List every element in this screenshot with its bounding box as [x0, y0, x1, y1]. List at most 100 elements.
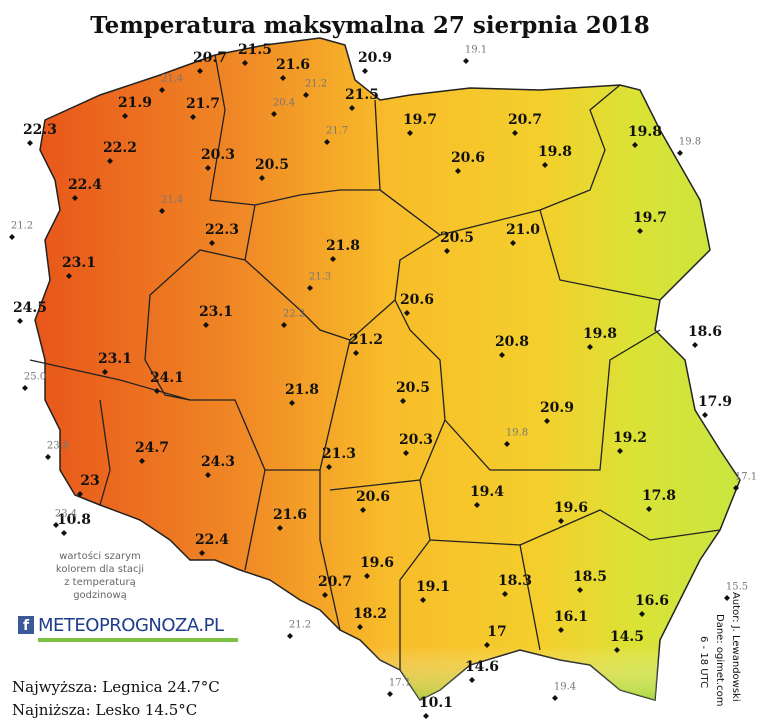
station-dot [733, 485, 739, 491]
station-dot [587, 344, 593, 350]
station-dot [277, 525, 283, 531]
temperature-label: 21.8 [285, 382, 319, 398]
station-dot [469, 677, 475, 683]
mountain-shade [60, 430, 740, 700]
station-dot [404, 310, 410, 316]
station-dot [122, 113, 128, 119]
temperature-label: 20.7 [193, 50, 227, 66]
temperature-label: 23.1 [199, 304, 233, 320]
hourly-temperature-label: 21.4 [161, 195, 183, 206]
station-dot [102, 369, 108, 375]
temperature-label: 24.5 [13, 300, 47, 316]
temperature-label: 22.4 [68, 177, 102, 193]
temperature-label: 18.2 [353, 606, 387, 622]
station-dot [330, 256, 336, 262]
temperature-label: 21.5 [238, 42, 272, 58]
station-dot [159, 87, 165, 93]
station-dot [159, 208, 165, 214]
station-dot [474, 502, 480, 508]
station-dot [324, 139, 330, 145]
temperature-label: 20.6 [451, 150, 485, 166]
station-dot [614, 647, 620, 653]
temperature-label: 21.9 [118, 95, 152, 111]
station-dot [287, 633, 293, 639]
temperature-label: 20.3 [399, 432, 433, 448]
station-dot [702, 412, 708, 418]
temperature-label: 16.1 [554, 609, 588, 625]
station-dot [281, 322, 287, 328]
temperature-label: 22.3 [205, 222, 239, 238]
station-dot [77, 491, 83, 497]
temperature-label: 20.5 [255, 157, 289, 173]
temperature-label: 19.6 [360, 555, 394, 571]
temperature-label: 24.1 [150, 370, 184, 386]
station-dot [22, 385, 28, 391]
station-dot [205, 472, 211, 478]
station-dot [9, 234, 15, 240]
temperature-label: 17.9 [698, 394, 732, 410]
station-dot [504, 441, 510, 447]
temperature-label: 18.6 [688, 324, 722, 340]
temperature-label: 17.8 [642, 488, 676, 504]
temperature-label: 24.3 [201, 454, 235, 470]
station-dot [484, 642, 490, 648]
credit-line: 6 - 18 UTC [698, 636, 709, 688]
credit-line: Dane: ogimet.com [714, 614, 725, 706]
station-dot [403, 450, 409, 456]
temperature-label: 20.5 [396, 380, 430, 396]
station-dot [303, 92, 309, 98]
hourly-temperature-label: 23.4 [55, 509, 77, 520]
temperature-label: 19.6 [554, 500, 588, 516]
hourly-temperature-label: 17.1 [389, 678, 411, 689]
hourly-temperature-label: 23.8 [47, 441, 69, 452]
station-dot [53, 522, 59, 528]
station-dot [364, 573, 370, 579]
region-borders [29, 54, 721, 670]
station-dot [463, 58, 469, 64]
station-dot [502, 591, 508, 597]
hourly-temperature-label: 19.4 [554, 682, 576, 693]
station-dot [542, 162, 548, 168]
temperature-label: 18.3 [498, 573, 532, 589]
note-line: z temperaturą [64, 577, 135, 588]
temperature-label: 10.1 [419, 695, 453, 711]
highest: Najwyższa: Legnica 24.7°C [12, 678, 220, 696]
station-dot [577, 587, 583, 593]
station-dot [544, 418, 550, 424]
logo: f METEOPROGNOZA.PL [18, 615, 238, 642]
temperature-label: 20.7 [318, 574, 352, 590]
temperature-label: 22.4 [195, 532, 229, 548]
station-dot [646, 506, 652, 512]
temperature-label: 10.8 [57, 512, 91, 528]
credits: Autor: J. Lewandowski Dane: ogimet.com 6 -… [698, 592, 741, 706]
map-title: Temperatura maksymalna 27 sierpnia 2018 [90, 12, 650, 39]
temperature-label: 21.0 [506, 222, 540, 238]
hourly-temperature-label: 21.2 [305, 79, 327, 90]
temperature-label: 23.1 [62, 255, 96, 271]
note-line: godzinową [73, 590, 127, 601]
station-dot [61, 530, 67, 536]
station-dot [637, 228, 643, 234]
station-dot [360, 507, 366, 513]
facebook-icon-letter: f [23, 618, 30, 634]
temperature-label: 23 [80, 473, 99, 489]
temperature-label: 19.8 [538, 144, 572, 160]
station-dot [510, 240, 516, 246]
hourly-temperature-label: 21.2 [11, 221, 33, 232]
facebook-icon [18, 616, 34, 634]
station-dot [400, 398, 406, 404]
station-dot [322, 592, 328, 598]
temperature-label: 20.5 [440, 230, 474, 246]
temperature-label: 20.6 [356, 489, 390, 505]
station-dot [199, 550, 205, 556]
temperature-label: 19.8 [583, 326, 617, 342]
station-dot [307, 285, 313, 291]
station-dot [639, 611, 645, 617]
temperature-label: 20.6 [400, 292, 434, 308]
station-dot [349, 105, 355, 111]
station-dot [154, 388, 160, 394]
hourly-temperature-label: 19.1 [465, 45, 487, 56]
station-dot [512, 130, 518, 136]
station-dot [205, 165, 211, 171]
station-dot [280, 75, 286, 81]
